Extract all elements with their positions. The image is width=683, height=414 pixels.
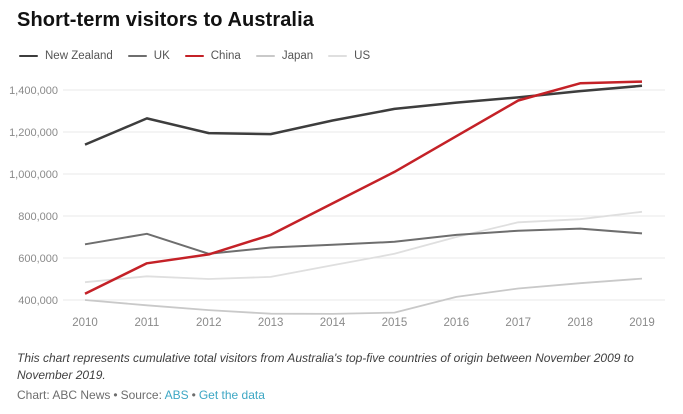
get-the-data-link[interactable]: Get the data	[198, 388, 265, 402]
x-axis-label: 2011	[135, 317, 160, 329]
x-axis-label: 2014	[320, 317, 346, 329]
legend-swatch-new-zealand	[19, 54, 38, 58]
legend-label-japan: Japan	[281, 50, 314, 62]
credit-chart-label: Chart: ABC News	[17, 388, 111, 402]
chart-footnote: This chart represents cumulative total v…	[17, 351, 634, 382]
y-axis-label: 1,200,000	[9, 127, 58, 139]
credit-line: Chart: ABC News • Source: ABS • Get the data	[17, 388, 265, 402]
x-axis-label: 2015	[382, 317, 408, 329]
y-axis-label: 1,400,000	[9, 85, 58, 97]
series-line-uk	[84, 227, 643, 255]
legend-item-new-zealand: New Zealand	[19, 50, 113, 62]
x-axis-label: 2018	[567, 317, 593, 329]
x-axis-label: 2016	[444, 317, 470, 329]
legend-swatch-china	[184, 54, 204, 58]
y-axis-label: 600,000	[18, 253, 58, 265]
legend-item-uk: UK	[127, 50, 170, 62]
legend-label-uk: UK	[153, 50, 170, 62]
legend-label-new-zealand: New Zealand	[45, 50, 113, 62]
visitors-line-chart: 400,000 600,000 800,000 1,000,000 1,200,000 1…	[9, 80, 665, 329]
series-line-japan	[84, 277, 643, 315]
y-axis-label: 1,000,000	[9, 169, 58, 181]
x-axis-label: 2012	[196, 317, 222, 329]
x-axis-label: 2010	[72, 317, 98, 329]
legend-swatch-us	[328, 55, 348, 57]
chart-legend: New Zealand UK China Japan US	[19, 50, 370, 62]
x-axis-label: 2017	[505, 317, 531, 329]
credit-source-label: Source:	[120, 388, 162, 402]
series-line-new-zealand	[84, 84, 643, 146]
series-line-china	[84, 80, 643, 295]
legend-swatch-uk	[127, 55, 147, 57]
x-axis-label: 2013	[258, 317, 284, 329]
legend-item-us: US	[328, 50, 370, 62]
credit-separator: •	[113, 388, 118, 402]
legend-item-china: China	[184, 50, 241, 62]
page-title: Short-term visitors to Australia	[17, 9, 314, 31]
x-axis-label: 2019	[629, 317, 655, 329]
y-axis-label: 800,000	[18, 211, 58, 223]
legend-swatch-japan	[255, 55, 275, 57]
series-line-us	[84, 210, 643, 284]
credit-separator: •	[191, 388, 196, 402]
legend-label-us: US	[354, 50, 371, 62]
legend-label-china: China	[210, 50, 241, 62]
y-axis-label: 400,000	[18, 295, 58, 307]
source-link[interactable]: ABS	[164, 388, 189, 402]
legend-item-japan: Japan	[255, 50, 314, 62]
